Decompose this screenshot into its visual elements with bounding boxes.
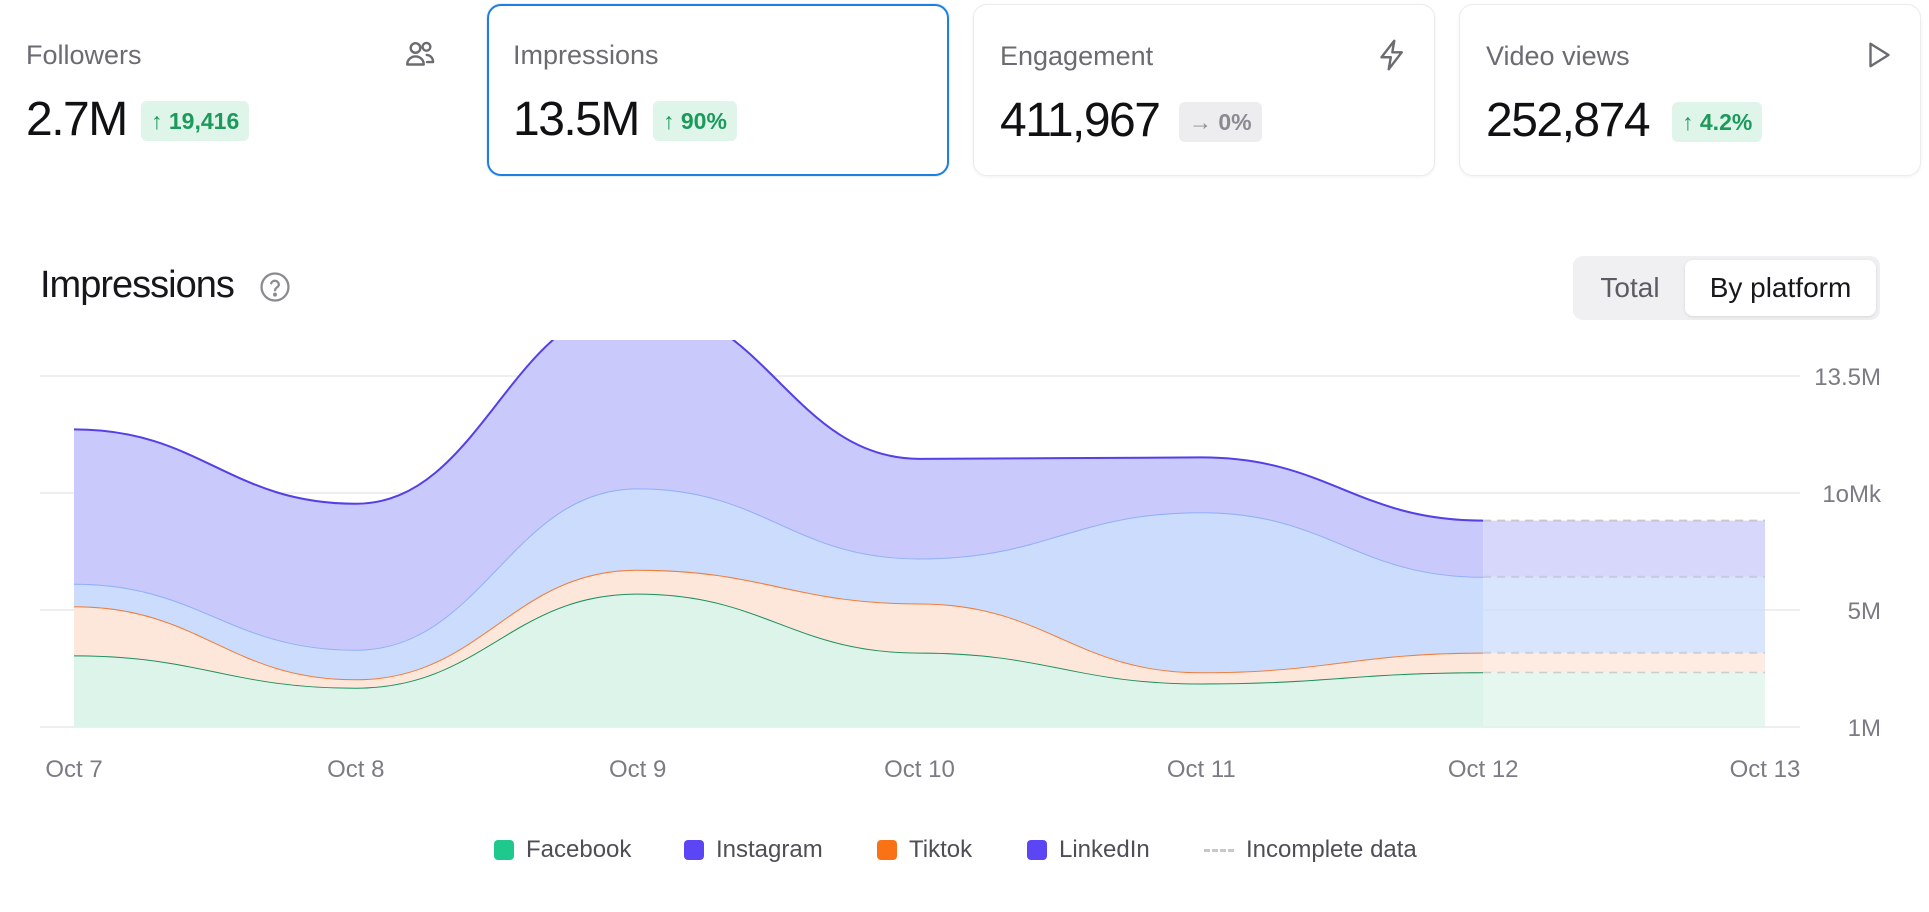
card-label: Impressions — [513, 40, 659, 70]
metric-cards: Followers 2.7M ↑ 19,416 Impressions 13.5… — [0, 4, 1929, 178]
card-engagement[interactable]: Engagement 411,967 → 0% — [973, 4, 1435, 176]
y-tick-label: 1M — [1848, 715, 1881, 742]
legend-label: Facebook — [526, 836, 632, 863]
users-icon — [406, 41, 435, 66]
legend-dash-swatch — [1204, 848, 1234, 852]
incomplete-band — [1483, 576, 1765, 653]
impressions-chart: 13.5M 1oMk 5M 1M Oct 7 Oct 8 Oct 9 Oct 10 Oct 11… — [40, 340, 1882, 783]
y-tick-label: 1oMk — [1822, 481, 1882, 508]
lightning-icon — [1380, 39, 1403, 71]
card-value: 2.7M — [26, 93, 128, 146]
x-tick-label: Oct 9 — [609, 756, 666, 783]
series-line — [73, 340, 1484, 522]
legend-item[interactable]: Incomplete data — [1204, 830, 1417, 870]
x-tick-label: Oct 13 — [1730, 756, 1801, 783]
card-followers[interactable]: Followers 2.7M ↑ 19,416 — [0, 4, 462, 176]
card-label: Engagement — [1000, 41, 1154, 71]
x-tick-label: Oct 7 — [45, 756, 102, 783]
x-tick-label: Oct 12 — [1448, 756, 1519, 783]
legend-swatch — [684, 840, 704, 860]
x-tick-label: Oct 8 — [327, 756, 384, 783]
area-band — [74, 340, 1484, 650]
card-video-views[interactable]: Video views 252,874 ↑ 4.2% — [1459, 4, 1921, 176]
y-tick-label: 13.5M — [1814, 364, 1881, 391]
delta-badge: → 0% — [1179, 102, 1262, 142]
toggle-by-platform[interactable]: By platform — [1685, 260, 1876, 316]
chart-legend: Facebook Instagram Tiktok LinkedIn Incomplet… — [0, 830, 1929, 870]
card-label: Video views — [1486, 41, 1630, 71]
play-icon — [1869, 42, 1890, 68]
legend-label: Instagram — [716, 836, 823, 863]
legend-item[interactable]: Tiktok — [877, 830, 972, 870]
legend-label: Incomplete data — [1246, 836, 1417, 863]
legend-label: LinkedIn — [1059, 836, 1150, 863]
view-toggle: Total By platform — [1573, 256, 1880, 320]
incomplete-band — [1483, 520, 1765, 577]
x-tick-label: Oct 11 — [1167, 756, 1236, 783]
legend-label: Tiktok — [909, 836, 973, 863]
delta-badge: ↑ 4.2% — [1672, 102, 1763, 142]
area-band — [74, 488, 1484, 680]
toggle-total[interactable]: Total — [1600, 272, 1660, 303]
card-value: 411,967 — [1000, 94, 1161, 147]
card-label: Followers — [26, 40, 142, 70]
legend-item[interactable]: LinkedIn — [1027, 830, 1150, 870]
delta-badge: ↑ 19,416 — [141, 101, 250, 141]
card-value: 252,874 — [1486, 94, 1651, 147]
legend-swatch — [877, 840, 897, 860]
y-tick-label: 5M — [1848, 598, 1881, 625]
legend-item[interactable]: Instagram — [684, 830, 823, 870]
help-circle-icon[interactable] — [258, 270, 292, 304]
area-band — [74, 569, 1484, 688]
card-impressions[interactable]: Impressions 13.5M ↑ 90% — [487, 4, 949, 176]
card-value: 13.5M — [513, 93, 640, 146]
delta-badge: ↑ 90% — [653, 101, 737, 141]
x-tick-label: Oct 10 — [884, 756, 955, 783]
section-title: Impressions — [40, 264, 235, 306]
legend-swatch — [494, 840, 514, 860]
legend-swatch — [1027, 840, 1047, 860]
incomplete-band — [1483, 652, 1765, 673]
incomplete-band — [1483, 672, 1765, 727]
legend-item[interactable]: Facebook — [494, 830, 631, 870]
area-band — [74, 593, 1484, 727]
